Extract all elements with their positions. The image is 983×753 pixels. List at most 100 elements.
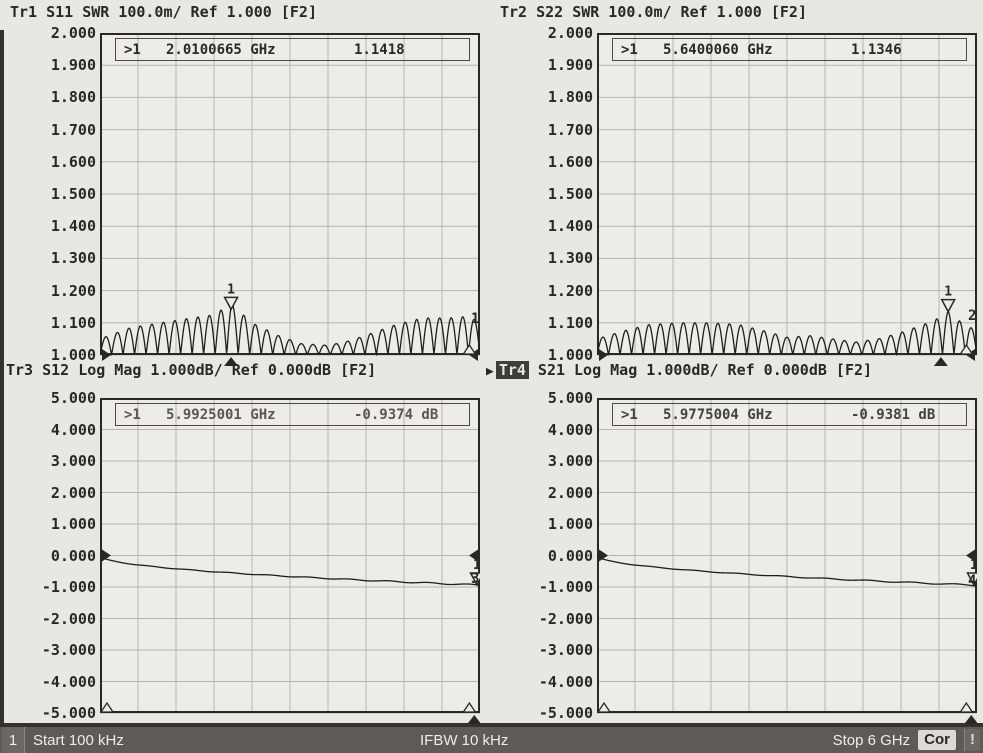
- y-axis-label: 1.700: [547, 120, 593, 139]
- y-axis-label: 1.100: [50, 313, 96, 332]
- plot-tr1-s11[interactable]: 1 1: [100, 33, 480, 367]
- y-axis-label: -1.000: [41, 578, 96, 596]
- plot-tr2-s22[interactable]: 1 2: [597, 33, 977, 367]
- y-axis-label: 2.000: [50, 24, 96, 42]
- trace-number-label: 3: [471, 571, 479, 587]
- y-axis-label: 5.000: [547, 389, 593, 407]
- marker-frequency: 5.6400060 GHz: [663, 41, 773, 58]
- y-axis-label: 1.000: [547, 346, 593, 364]
- marker-triangle-icon[interactable]: [966, 572, 978, 587]
- marker-readout-tr3: >1 5.9925001 GHz -0.9374 dB: [115, 403, 470, 426]
- marker-value: 1.1346: [851, 41, 902, 58]
- y-axis-label: -2.000: [538, 609, 593, 628]
- y-axis-labels-tr4: 5.000 4.000 3.000 2.000 1.000 0.000 -1.000 -2.0…: [533, 389, 593, 733]
- y-axis-label: 1.800: [50, 88, 96, 107]
- ref-level-arrow-left-icon: [102, 349, 111, 361]
- marker-stimulus-arrow-icon: [933, 357, 948, 366]
- status-separator: [0, 723, 983, 727]
- marker-label: 1: [227, 282, 235, 297]
- measurement-param: S11: [46, 3, 74, 21]
- active-trace-pointer-icon: ▶: [486, 364, 494, 379]
- y-axis-label: -3.000: [41, 641, 96, 659]
- marker-stimulus-arrow-icon: [964, 715, 977, 724]
- trace-title-tr4[interactable]: ▶ Tr4 S21 Log Mag 1.000dB/ Ref 0.000dB […: [486, 361, 872, 379]
- marker-frequency: 2.0100665 GHz: [166, 41, 276, 58]
- warning-indicator: !: [964, 729, 980, 751]
- ref-level-arrow-left-icon: [599, 349, 608, 361]
- y-axis-label: -3.000: [538, 641, 593, 659]
- y-axis-label: 1.000: [547, 515, 593, 533]
- y-axis-label: -4.000: [538, 672, 593, 691]
- stimulus-indicator-icon: [462, 701, 477, 713]
- graticule: 1 2: [597, 33, 977, 366]
- y-axis-label: 1.900: [547, 56, 593, 75]
- y-axis-labels-tr2: 2.000 1.900 1.800 1.700 1.600 1.500 1.400 1.300…: [533, 24, 593, 375]
- y-axis-label: 1.800: [547, 88, 593, 107]
- measurement-param: S21: [537, 361, 566, 379]
- scale-info: Log Mag 1.000dB/ Ref 0.000dB [F2]: [574, 361, 873, 379]
- marker-stimulus-arrow-icon: [224, 357, 239, 366]
- y-axis-label: 0.000: [547, 546, 593, 565]
- trace-title-tr1[interactable]: Tr1 S11 SWR 100.0m/ Ref 1.000 [F2]: [10, 3, 317, 21]
- grid-lines: [100, 33, 480, 356]
- status-bar: 1 Start 100 kHz IFBW 10 kHz Stop 6 GHz C…: [0, 727, 983, 753]
- plot-border: [100, 33, 480, 355]
- y-axis-label: 2.000: [50, 483, 96, 502]
- correction-status-badge: Cor: [918, 730, 956, 750]
- trace-name: Tr4: [495, 361, 529, 379]
- trace-name: Tr2: [500, 3, 528, 21]
- stimulus-indicator-icon: [959, 343, 974, 355]
- grid-lines: [597, 398, 977, 714]
- y-axis-label: 1.600: [547, 152, 593, 171]
- marker-number: >1: [621, 41, 638, 58]
- y-axis-label: 0.000: [50, 546, 96, 565]
- channel-number[interactable]: 1: [2, 727, 25, 753]
- marker-value: -0.9381 dB: [851, 406, 936, 423]
- stimulus-indicator-icon: [597, 701, 612, 713]
- stimulus-indicator-icon: [959, 701, 974, 713]
- trace-number-label: 2: [968, 308, 976, 324]
- grid-lines: [597, 33, 977, 356]
- y-axis-label: 1.000: [50, 346, 96, 364]
- marker-triangle-icon[interactable]: [223, 296, 239, 311]
- y-axis-label: -5.000: [538, 704, 593, 722]
- trace-name: Tr3: [6, 361, 34, 379]
- measurement-param: S12: [42, 361, 70, 379]
- y-axis-label: 4.000: [547, 420, 593, 439]
- y-axis-label: 1.700: [50, 120, 96, 139]
- y-axis-label: 1.400: [547, 217, 593, 236]
- trace-path: [100, 303, 480, 357]
- y-axis-label: -5.000: [41, 704, 96, 722]
- plot-tr4-s21[interactable]: 1 4: [597, 398, 977, 725]
- plot-tr3-s12[interactable]: 1 3: [100, 398, 480, 725]
- y-axis-label: 1.400: [50, 217, 96, 236]
- y-axis-label: 2.000: [547, 483, 593, 502]
- trace-path: [597, 555, 977, 587]
- marker-label: 1: [970, 558, 977, 573]
- marker-triangle-icon[interactable]: [469, 572, 481, 587]
- marker-readout-tr1: >1 2.0100665 GHz 1.1418: [115, 38, 470, 61]
- trace-name: Tr1: [10, 3, 38, 21]
- y-axis-labels-tr3: 5.000 4.000 3.000 2.000 1.000 0.000 -1.000 -2.0…: [36, 389, 96, 733]
- y-axis-label: 1.900: [50, 56, 96, 75]
- trace-title-tr3[interactable]: Tr3 S12 Log Mag 1.000dB/ Ref 0.000dB [F2…: [6, 361, 376, 379]
- ref-level-arrow-right-icon: [469, 549, 478, 562]
- trace-path: [597, 310, 977, 357]
- ref-level-arrow-right-icon: [966, 349, 975, 361]
- y-axis-label: 1.200: [547, 281, 593, 300]
- y-axis-label: 2.000: [547, 24, 593, 42]
- start-frequency: Start 100 kHz: [33, 731, 124, 749]
- marker-triangle-icon[interactable]: [940, 298, 956, 314]
- ref-level-arrow-left-icon: [599, 549, 608, 562]
- trace-title-tr2[interactable]: Tr2 S22 SWR 100.0m/ Ref 1.000 [F2]: [500, 3, 807, 21]
- y-axis-label: 1.300: [547, 249, 593, 268]
- trace-number-label: 4: [968, 573, 976, 589]
- y-axis-label: 3.000: [547, 452, 593, 470]
- stimulus-indicator-icon: [462, 343, 477, 355]
- scale-info: Log Mag 1.000dB/ Ref 0.000dB [F2]: [78, 361, 377, 379]
- marker-frequency: 5.9925001 GHz: [166, 406, 276, 423]
- scale-info: SWR 100.0m/ Ref 1.000 [F2]: [572, 3, 807, 21]
- stimulus-indicator-icon: [100, 701, 115, 713]
- marker-value: -0.9374 dB: [354, 406, 439, 423]
